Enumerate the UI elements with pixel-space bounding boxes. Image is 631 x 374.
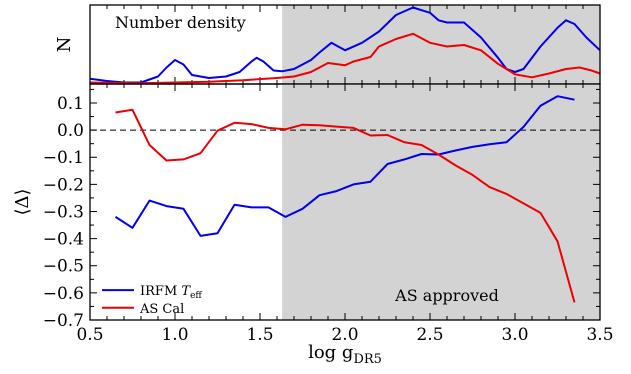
y-tick-label: −0.7 bbox=[43, 311, 84, 331]
x-axis-label-main: log g bbox=[308, 342, 353, 363]
x-tick-label: 2.5 bbox=[416, 325, 443, 345]
x-tick-label: 3.5 bbox=[586, 325, 613, 345]
legend-label-irfm-italic: T bbox=[181, 284, 191, 299]
y-tick-label: −0.1 bbox=[43, 148, 84, 168]
y-tick-label: −0.6 bbox=[43, 284, 84, 304]
bottom-shaded-region bbox=[282, 84, 600, 320]
x-tick-label: 1.5 bbox=[246, 325, 273, 345]
x-tick-label: 3.0 bbox=[501, 325, 528, 345]
x-tick-labels: 0.5 1.0 1.5 2.0 2.5 3.0 3.5 bbox=[76, 325, 613, 345]
bottom-series-line-as-cal bbox=[115, 108, 576, 303]
y-tick-label: −0.5 bbox=[43, 257, 84, 277]
as-approved-annotation: AS approved bbox=[394, 286, 499, 305]
legend-label-irfm-sub: eff bbox=[190, 291, 202, 301]
legend: IRFM Teff AS Cal bbox=[102, 284, 202, 317]
y-tick-label: 0.0 bbox=[57, 121, 84, 141]
x-tick-label: 1.0 bbox=[161, 325, 188, 345]
bottom-series-line-irfm bbox=[114, 95, 575, 237]
top-panel: Number density N bbox=[54, 4, 601, 85]
bottom-y-axis-label: ⟨Δ⟩ bbox=[12, 188, 33, 215]
top-series-line-irfm bbox=[89, 6, 601, 84]
bottom-panel: 0.5 1.0 1.5 2.0 2.5 3.0 3.5 0.1 0.0 −0.1 −0.2 −0.3… bbox=[12, 83, 614, 367]
y-tick-labels: 0.1 0.0 −0.1 −0.2 −0.3 −0.4 −0.5 −0.6 −0.7 bbox=[43, 94, 84, 331]
y-tick-label: −0.3 bbox=[43, 202, 84, 222]
y-tick-label: 0.1 bbox=[57, 94, 84, 114]
top-y-axis-label: N bbox=[54, 37, 75, 53]
x-tick-label: 2.0 bbox=[331, 325, 358, 345]
y-tick-label: −0.4 bbox=[43, 230, 84, 250]
x-tick-label: 0.5 bbox=[76, 325, 103, 345]
legend-label-as-cal: AS Cal bbox=[139, 302, 184, 317]
top-series-group bbox=[89, 6, 601, 85]
legend-label-irfm-main: IRFM bbox=[140, 284, 181, 299]
x-axis-label-sub: DR5 bbox=[353, 352, 381, 367]
x-axis-label: log gDR5 bbox=[308, 342, 382, 367]
bottom-series-group bbox=[114, 95, 576, 303]
top-series-line-as-cal bbox=[89, 32, 601, 85]
y-tick-label: −0.2 bbox=[43, 175, 84, 195]
number-density-annotation: Number density bbox=[115, 13, 246, 32]
bottom-ticks bbox=[89, 84, 601, 321]
legend-label-irfm: IRFM Teff bbox=[140, 284, 202, 301]
bottom-panel-frame bbox=[89, 83, 601, 321]
